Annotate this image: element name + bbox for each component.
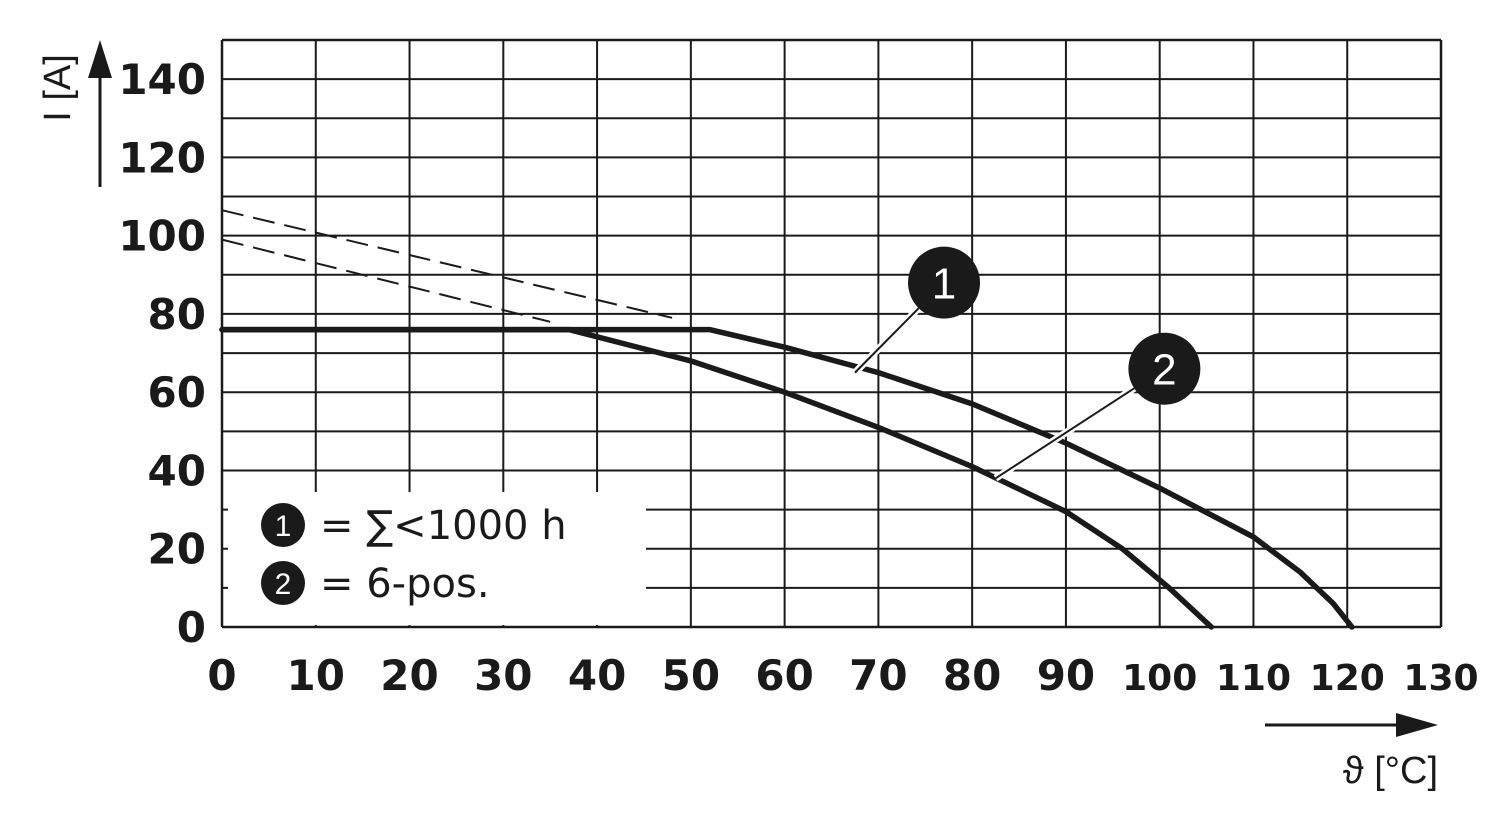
legend-badge-1-label: 1 [275,510,292,543]
x-tick-label: 120 [1310,658,1385,699]
x-axis-arrow-head [1396,713,1438,737]
series-1-line [219,326,1355,630]
legend-badge-2-label: 2 [275,568,292,601]
x-tick-label: 20 [380,651,438,700]
y-axis-label: I [A] [37,54,79,122]
x-tick-label: 40 [568,651,626,700]
callout-2-leader [995,387,1135,480]
y-axis-label-group: I [A] [37,40,112,187]
series-2-extrapolation [221,238,551,323]
y-tick-label: 0 [177,603,206,652]
x-tick-label: 0 [207,651,236,700]
y-tick-label: 20 [148,525,206,574]
grid [220,38,1443,629]
x-tick-label: 90 [1037,651,1095,700]
series-1-extrapolation [221,209,673,319]
x-tick-label: 60 [755,651,813,700]
x-tick-label: 110 [1216,658,1291,699]
x-tick-label: 30 [474,651,532,700]
x-tick-label: 100 [1122,658,1197,699]
y-tick-label: 80 [148,290,206,339]
x-axis-ticks: 0 10 20 30 40 50 60 70 80 90 100 110 120 130 [207,651,1478,700]
callout-1-label: 1 [932,260,956,309]
y-tick-label: 120 [118,133,206,182]
x-tick-label: 70 [849,651,907,700]
legend-item-2-label: = 6-pos. [320,561,490,607]
series-2-line [219,326,1215,630]
callout-1-badge-icon [908,246,981,319]
callouts: 12 [852,246,1201,482]
y-tick-label: 60 [148,368,206,417]
x-tick-label: 130 [1403,658,1478,699]
legend-item-1-label: = ∑<1000 h [320,503,567,549]
callout-1-leader [854,307,920,374]
x-tick-label: 10 [287,651,345,700]
x-tick-label: 50 [662,651,720,700]
series-layer [219,209,1355,630]
legend-badge-2-icon [261,561,305,605]
legend-item-1: 1 = ∑<1000 h [261,503,567,549]
x-axis-label: ϑ [°C] [1343,750,1438,792]
y-tick-label: 140 [118,55,206,104]
legend: 1 = ∑<1000 h 2 = 6-pos. [228,492,646,625]
x-axis-label-group: ϑ [°C] [1265,713,1438,792]
y-axis-ticks: 0 20 40 60 80 100 120 140 [118,55,206,652]
legend-item-2: 2 = 6-pos. [261,561,490,607]
y-axis-arrow-head [88,40,112,78]
callout-2-badge-icon [1128,332,1201,405]
legend-badge-1-icon [261,503,305,547]
y-tick-label: 100 [118,212,206,261]
x-tick-label: 80 [943,651,1001,700]
callout-2-label: 2 [1152,346,1176,395]
y-tick-label: 40 [148,446,206,495]
